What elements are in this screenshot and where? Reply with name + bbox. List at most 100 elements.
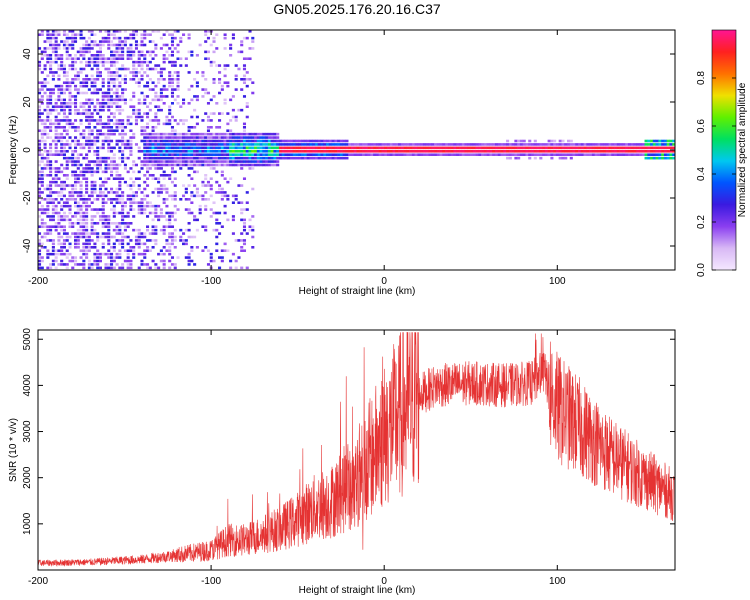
- heatmap-cell: [43, 211, 47, 215]
- heatmap-cell: [107, 156, 111, 160]
- heatmap-cell: [85, 163, 89, 167]
- heatmap-cell: [46, 150, 50, 153]
- heatmap-cell: [121, 47, 125, 50]
- heatmap-cell: [151, 204, 155, 208]
- heatmap-cell: [140, 235, 144, 239]
- heatmap-cell: [226, 64, 230, 67]
- heatmap-cell: [636, 143, 640, 146]
- heatmap-cell: [110, 252, 114, 256]
- heatmap-cell: [79, 71, 83, 74]
- heatmap-cell: [68, 198, 72, 201]
- heatmap-cell: [82, 225, 86, 228]
- heatmap-cell: [49, 215, 53, 218]
- colorbar-tick-label: 0.8: [696, 71, 707, 85]
- heatmap-cell: [162, 84, 166, 88]
- heatmap-cell: [226, 153, 230, 156]
- heatmap-cell: [62, 71, 66, 74]
- heatmap-cell: [345, 153, 349, 156]
- heatmap-cell: [110, 50, 114, 54]
- heatmap-cell: [259, 163, 263, 167]
- heatmap-cell: [331, 139, 335, 143]
- heatmap-cell: [82, 78, 86, 81]
- heatmap-cell: [54, 228, 58, 232]
- heatmap-cell: [157, 146, 161, 150]
- heatmap-cell: [85, 156, 89, 160]
- heatmap-cell: [107, 136, 111, 139]
- heatmap-cell: [115, 239, 119, 242]
- heatmap-cell: [129, 43, 133, 47]
- colorbar-ticks: 0.00.20.40.60.8: [696, 71, 736, 277]
- heatmap-cell: [43, 54, 47, 57]
- heatmap-cell: [71, 57, 75, 60]
- heatmap-cell: [569, 153, 573, 156]
- heatmap-cell: [129, 194, 133, 198]
- heatmap-cell: [123, 201, 127, 204]
- heatmap-cell: [525, 146, 529, 150]
- heatmap-cell: [179, 64, 183, 67]
- heatmap-cell: [193, 194, 197, 198]
- heatmap-cell: [204, 112, 208, 115]
- heatmap-cell: [104, 225, 108, 228]
- heatmap-cell: [65, 74, 69, 78]
- heatmap-cell: [132, 180, 136, 184]
- heatmap-cell: [74, 119, 78, 122]
- heatmap-cell: [240, 160, 244, 163]
- heatmap-cell: [104, 252, 108, 256]
- heatmap-cell: [40, 71, 44, 74]
- heatmap-cell: [179, 136, 183, 139]
- heatmap-cell: [118, 225, 122, 228]
- heatmap-cell: [132, 54, 136, 57]
- heatmap-cell: [146, 153, 150, 156]
- heatmap-cell: [148, 139, 152, 143]
- heatmap-cell: [555, 153, 559, 156]
- heatmap-cell: [93, 215, 97, 218]
- heatmap-cell: [146, 249, 150, 252]
- heatmap-cell: [110, 78, 114, 81]
- heatmap-cell: [40, 180, 44, 184]
- heatmap-cell: [115, 71, 119, 74]
- heatmap-cell: [206, 126, 211, 129]
- heatmap-cell: [622, 153, 626, 156]
- heatmap-cell: [60, 228, 64, 232]
- heatmap-cell: [146, 194, 150, 198]
- heatmap-cell: [204, 88, 208, 91]
- heatmap-cell: [303, 146, 307, 150]
- heatmap-cell: [428, 150, 432, 153]
- heatmap-cell: [381, 153, 385, 156]
- heatmap-cell: [74, 88, 78, 91]
- heatmap-cell: [68, 81, 72, 84]
- heatmap-cell: [386, 146, 391, 150]
- heatmap-cell: [666, 153, 670, 156]
- heatmap-cell: [82, 242, 86, 246]
- heatmap-cell: [187, 235, 191, 239]
- heatmap-cell: [85, 136, 89, 139]
- heatmap-cell: [104, 263, 108, 266]
- heatmap-cell: [176, 57, 180, 60]
- heatmap-cell: [101, 54, 105, 57]
- heatmap-cell: [536, 146, 540, 150]
- heatmap-cell: [411, 153, 415, 156]
- heatmap-cell: [639, 153, 643, 156]
- heatmap-cell: [57, 177, 61, 180]
- heatmap-cell: [187, 184, 191, 187]
- heatmap-cell: [65, 201, 69, 204]
- heatmap-cell: [669, 156, 673, 160]
- heatmap-cell: [220, 84, 224, 88]
- heatmap-cell: [62, 81, 66, 84]
- heatmap-cell: [82, 84, 86, 88]
- heatmap-cell: [79, 228, 83, 232]
- heatmap-cell: [636, 150, 640, 153]
- heatmap-cell: [591, 153, 595, 156]
- heatmap-cell: [151, 259, 155, 263]
- heatmap-cell: [54, 119, 58, 122]
- heatmap-cell: [242, 160, 247, 163]
- heatmap-cell: [375, 146, 379, 150]
- heatmap-cell: [54, 71, 58, 74]
- heatmap-cell: [389, 150, 393, 153]
- heatmap-cell: [561, 146, 565, 150]
- heatmap-cell: [218, 132, 222, 136]
- heatmap-cell: [101, 126, 105, 129]
- heatmap-cell: [262, 139, 266, 143]
- heatmap-cell: [168, 132, 172, 136]
- heatmap-cell: [334, 143, 338, 146]
